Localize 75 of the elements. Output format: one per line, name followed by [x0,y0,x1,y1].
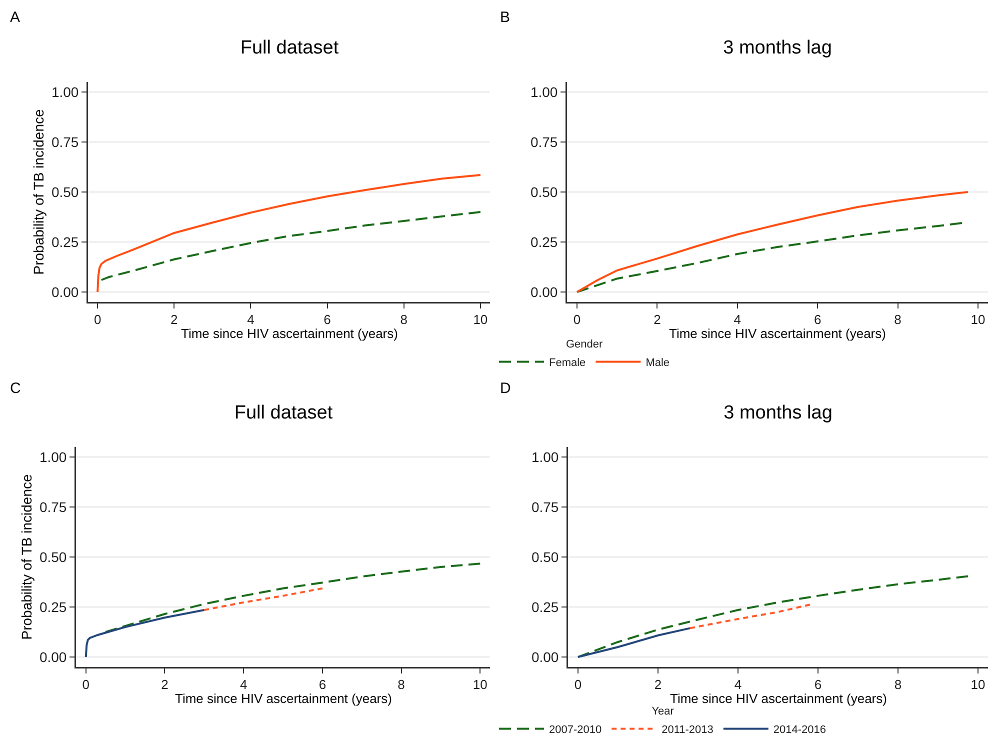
y-axis-title: Probability of TB incidence [30,109,46,275]
legend-title: Gender [566,338,604,350]
legend-label: Female [549,357,586,370]
y-tick-label: 0.00 [530,284,558,300]
x-axis-title: Time since HIV ascertainment (years) [175,691,392,706]
x-tick-label: 4 [247,312,254,328]
legend-label: 2007-2010 [549,724,602,736]
line-series [96,174,482,293]
x-tick-label: 0 [574,677,582,692]
y-tick-label: 0.50 [531,548,559,565]
y-tick-label: 0.50 [51,184,79,200]
x-tick-label: 4 [240,677,248,692]
x-tick-label: 4 [734,312,742,328]
x-tick-label: 6 [324,312,331,328]
text: B [500,9,510,26]
x-tick-label: 10 [473,312,488,328]
y-tick-label: 0.25 [531,598,559,615]
x-axis-title: Time since HIV ascertainment (years) [670,691,887,706]
y-tick-label: 1.00 [39,448,67,465]
x-tick-label: 10 [970,312,986,328]
y-tick-label: 0.75 [530,134,558,150]
x-tick-label: 10 [970,677,986,692]
line-series [100,211,482,281]
chart-title: Full dataset [234,402,334,424]
y-tick-label: 0.50 [39,548,67,565]
y-tick-label: 0.50 [530,184,558,200]
y-tick-label: 0.75 [39,498,67,515]
x-tick-label: 8 [398,677,405,692]
x-tick-label: 8 [400,312,408,328]
line-series [576,222,963,293]
line-series [577,627,691,658]
line-series [689,604,811,630]
chart-title: Full dataset [240,38,340,59]
y-tick-label: 1.00 [51,84,79,100]
x-tick-label: 0 [94,312,102,328]
x-tick-label: 0 [573,312,581,328]
x-tick-label: 2 [170,312,178,328]
text: C [10,380,21,397]
legend-label: Male [646,357,670,370]
line-series [84,609,206,658]
line-series [577,575,969,658]
x-tick-label: 10 [472,677,488,692]
x-tick-label: 2 [654,312,661,328]
y-tick-label: 0.25 [530,234,558,250]
y-tick-label: 0.00 [39,648,67,665]
x-tick-label: 0 [82,677,90,692]
line-series [203,587,324,611]
chart-title: 3 months lag [723,38,832,59]
text: D [500,380,511,397]
y-tick-label: 0.75 [531,498,559,515]
text: A [10,9,20,26]
x-tick-label: 6 [814,677,822,692]
y-tick-label: 1.00 [531,448,559,465]
y-axis-title: Probability of TB incidence [18,474,34,640]
line-series [576,191,969,293]
x-tick-label: 8 [894,312,902,328]
y-tick-label: 0.25 [51,234,79,250]
x-tick-label: 8 [894,677,902,692]
chart-title: 3 months lag [724,402,832,424]
legend-title: Year [652,705,674,718]
x-tick-label: 2 [654,677,662,692]
y-tick-label: 0.75 [51,134,79,150]
x-tick-label: 6 [814,312,822,328]
x-axis-title: Time since HIV ascertainment (years) [669,326,886,341]
x-tick-label: 6 [318,677,326,692]
y-tick-label: 1.00 [530,84,558,100]
y-tick-label: 0.25 [39,598,67,615]
y-tick-label: 0.00 [51,284,79,300]
x-axis-title: Time since HIV ascertainment (years) [181,326,398,341]
legend-label: 2014-2016 [773,724,826,736]
legend-label: 2011-2013 [662,724,714,736]
x-tick-label: 2 [161,677,168,692]
y-tick-label: 0.00 [531,648,559,665]
line-series [104,562,482,633]
x-tick-label: 4 [734,677,742,692]
